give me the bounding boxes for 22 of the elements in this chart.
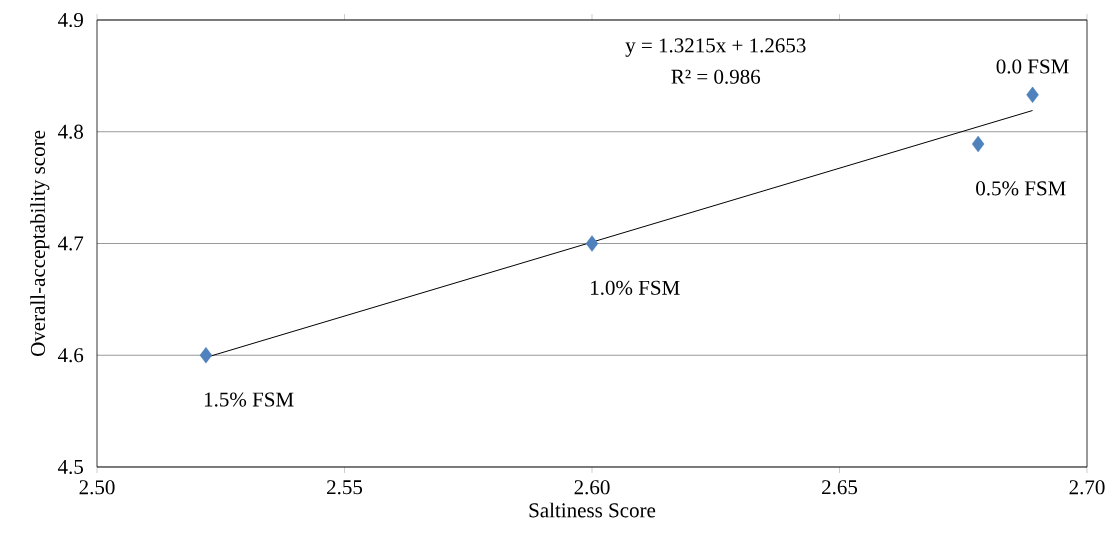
x-tick-label: 2.70 xyxy=(1069,480,1105,495)
x-tick-label: 2.60 xyxy=(574,480,610,495)
annotation: 0.0 FSM xyxy=(996,59,1069,74)
annotation: 0.5% FSM xyxy=(976,181,1066,196)
annotation: y = 1.3215x + 1.2653 xyxy=(625,38,806,57)
x-tick-label: 2.65 xyxy=(822,480,858,495)
y-tick-label: 4.7 xyxy=(57,236,84,251)
annotation: 1.5% FSM xyxy=(204,392,294,407)
x-tick-label: 2.50 xyxy=(79,480,115,495)
point xyxy=(1026,86,1039,104)
y-tick-label: 4.6 xyxy=(57,348,84,363)
annotation: 1.0% FSM xyxy=(591,280,680,295)
point xyxy=(199,347,213,364)
point xyxy=(971,135,985,153)
x-tick-label: 2.55 xyxy=(327,480,363,495)
y-tick-label: 4.9 xyxy=(57,12,83,28)
y-tick-label: 4.8 xyxy=(57,124,84,139)
y-tick-label: 4.5 xyxy=(57,459,83,475)
point xyxy=(585,235,599,252)
annotation: R² = 0.986 xyxy=(671,69,761,84)
x-axis-title: Saltiness Score xyxy=(529,502,656,518)
y-axis-title: Overall-acceptability score xyxy=(30,130,50,357)
